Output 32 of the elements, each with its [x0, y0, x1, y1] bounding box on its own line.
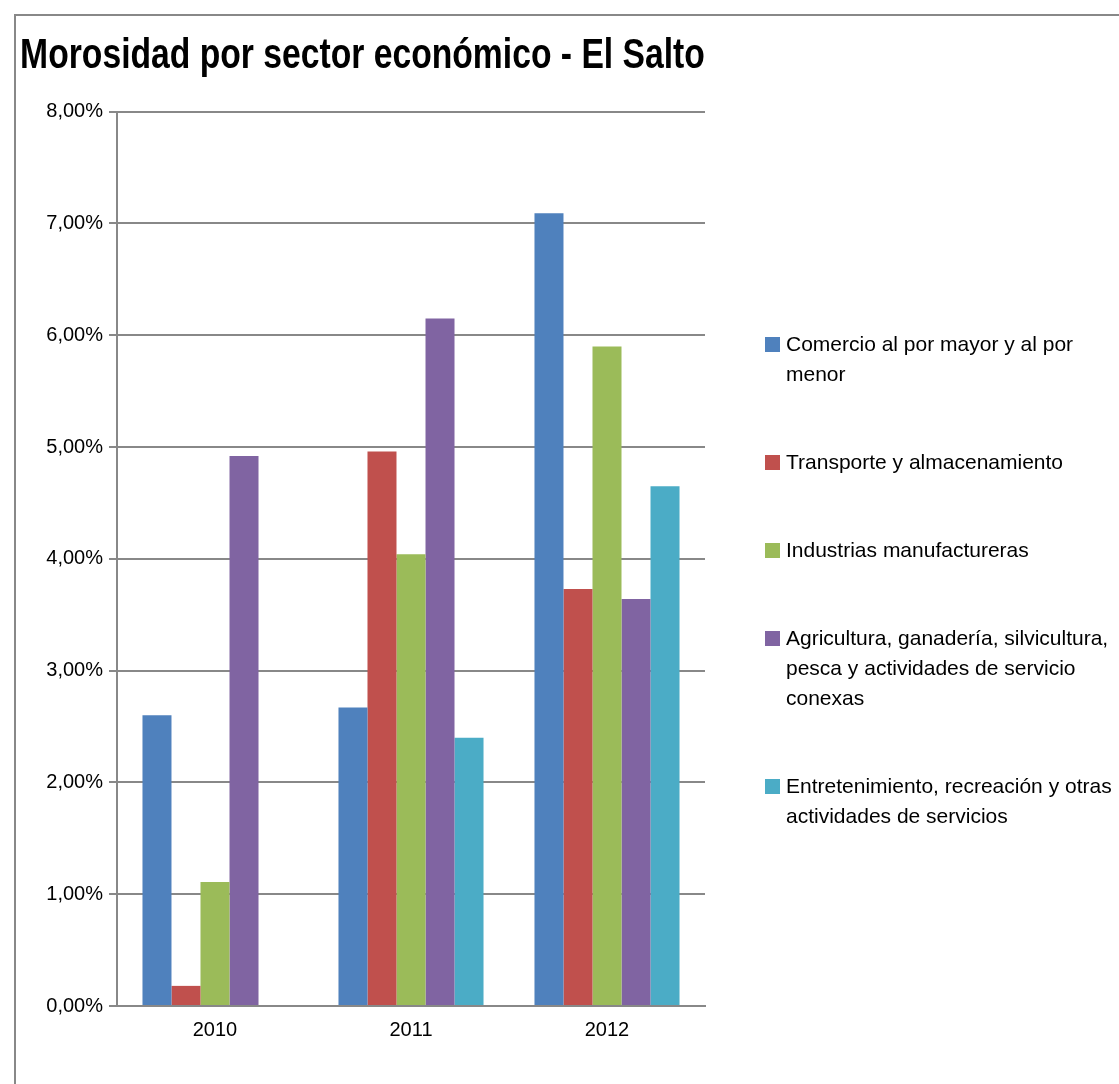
y-tick-label: 4,00% [46, 546, 104, 569]
legend-label: Transporte y almacenamiento [786, 449, 1064, 475]
bar [367, 451, 397, 1005]
x-tick-label: 2011 [389, 1017, 433, 1040]
bar [650, 486, 680, 1005]
y-tick-label: 7,00% [46, 210, 104, 233]
bar [425, 318, 455, 1005]
x-tick-label: 2010 [192, 1017, 238, 1040]
y-tick-label: 5,00% [46, 434, 104, 457]
bar [563, 588, 593, 1005]
bar [592, 346, 622, 1005]
legend-label: Agricultura, ganadería, silvicultura, pesca y actividades de servicio conexas [786, 625, 1110, 711]
bar [171, 985, 201, 1005]
legend-label: Entretenimiento, recreación y otras actividades de servicios [786, 773, 1113, 829]
bar [454, 737, 484, 1005]
bar [621, 599, 651, 1005]
y-tick-label: 8,00% [46, 99, 104, 122]
bar [396, 554, 426, 1005]
legend-label: Industrias manufactureras [786, 537, 1029, 563]
y-tick-label: 0,00% [46, 993, 104, 1016]
y-tick-label: 3,00% [46, 658, 104, 681]
chart-title: Morosidad por sector económico - El Salto [20, 28, 705, 77]
y-tick-label: 2,00% [46, 769, 104, 792]
x-tick-label: 2012 [584, 1017, 630, 1040]
y-tick-label: 1,00% [46, 881, 104, 904]
legend-label: Comercio al por mayor y al por menor [786, 331, 1075, 387]
y-tick-label: 6,00% [46, 322, 104, 345]
bar [200, 881, 230, 1005]
bar [142, 715, 172, 1005]
bar [338, 707, 368, 1005]
bar [229, 455, 259, 1005]
bar [534, 213, 564, 1005]
